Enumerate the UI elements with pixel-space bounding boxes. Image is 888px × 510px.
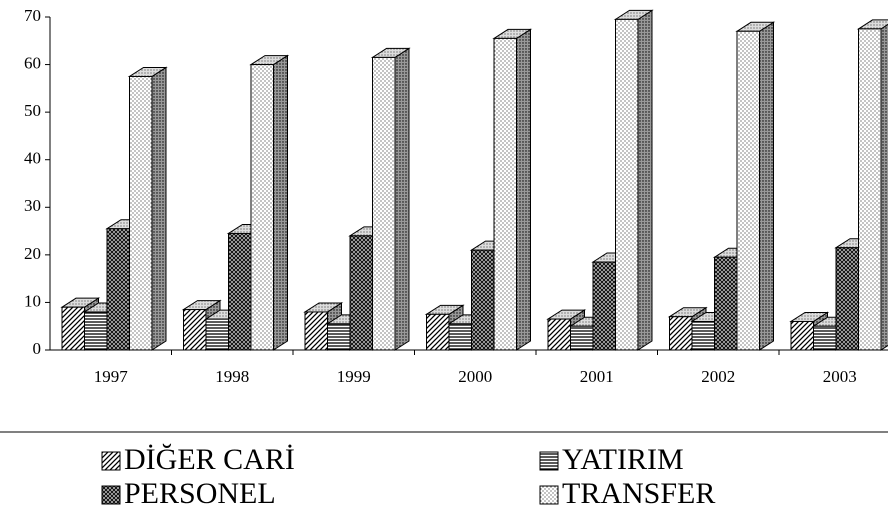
bar bbox=[129, 75, 153, 351]
bar bbox=[813, 325, 837, 351]
legend-label: PERSONEL bbox=[124, 477, 276, 510]
bar bbox=[183, 309, 207, 351]
bar bbox=[471, 249, 495, 351]
y-tick-label: 10 bbox=[24, 291, 41, 310]
bar bbox=[84, 311, 108, 351]
bar-side bbox=[637, 9, 653, 351]
bar bbox=[327, 323, 351, 351]
legend-label: DİĞER CARİ bbox=[124, 443, 295, 476]
bar bbox=[349, 235, 373, 351]
bar bbox=[304, 311, 328, 351]
bar bbox=[493, 37, 517, 351]
bar bbox=[736, 30, 760, 351]
bar bbox=[691, 320, 715, 351]
legend-swatch bbox=[101, 485, 121, 505]
y-tick-label: 20 bbox=[24, 244, 41, 263]
x-tick-label: 2003 bbox=[823, 367, 857, 386]
bar bbox=[592, 261, 616, 351]
y-tick-label: 60 bbox=[24, 53, 41, 72]
legend-swatch bbox=[539, 451, 559, 471]
bar bbox=[372, 56, 396, 351]
bar-side bbox=[273, 54, 288, 351]
bar bbox=[669, 316, 693, 351]
x-tick-label: 2002 bbox=[701, 367, 735, 386]
y-tick-label: 50 bbox=[24, 101, 41, 120]
bar-side bbox=[759, 21, 774, 351]
legend-swatch bbox=[101, 451, 121, 471]
bar bbox=[426, 313, 450, 351]
bar bbox=[250, 64, 274, 351]
bar-top bbox=[856, 19, 888, 30]
x-tick-label: 1997 bbox=[94, 367, 129, 386]
bar-side bbox=[394, 47, 410, 351]
x-tick-label: 2001 bbox=[580, 367, 614, 386]
bar bbox=[858, 28, 882, 351]
y-tick-label: 40 bbox=[24, 149, 41, 168]
bar bbox=[547, 318, 571, 351]
x-tick-label: 2000 bbox=[458, 367, 492, 386]
y-tick-label: 70 bbox=[24, 6, 41, 25]
bar bbox=[570, 325, 594, 351]
bar-side bbox=[516, 28, 531, 351]
bar bbox=[615, 18, 639, 351]
bar bbox=[448, 323, 472, 351]
legend-label: TRANSFER bbox=[562, 477, 715, 510]
bar bbox=[205, 318, 229, 351]
bar bbox=[106, 228, 130, 351]
bar bbox=[790, 320, 814, 351]
y-tick-label: 0 bbox=[33, 339, 42, 358]
x-tick-label: 1999 bbox=[337, 367, 371, 386]
bar bbox=[228, 232, 252, 351]
bar bbox=[714, 256, 738, 351]
bar bbox=[835, 247, 859, 351]
bar-side bbox=[151, 66, 167, 351]
bar bbox=[61, 306, 85, 351]
y-tick-label: 30 bbox=[24, 196, 41, 215]
legend-label: YATIRIM bbox=[562, 443, 684, 476]
legend-swatch bbox=[539, 485, 559, 505]
bar-side bbox=[880, 23, 888, 351]
x-tick-label: 1998 bbox=[215, 367, 249, 386]
